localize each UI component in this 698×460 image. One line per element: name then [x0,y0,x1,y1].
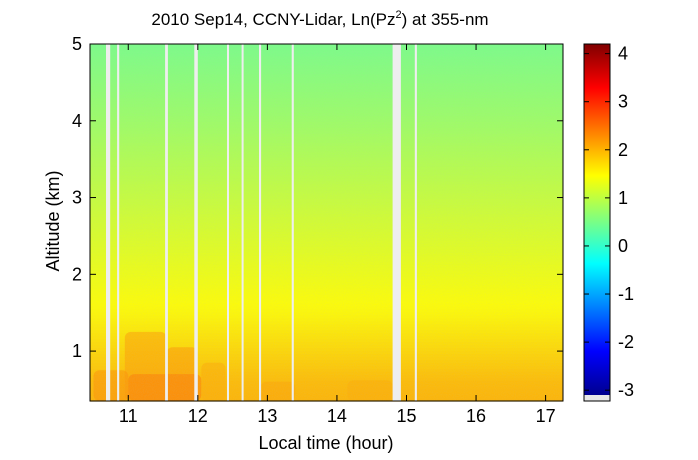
colorbar-tick-label: -2 [618,332,634,352]
chart-title-superscript: 2 [396,9,402,21]
x-axis-ticks: 11 12 13 14 15 16 17 [119,44,556,426]
x-tick-label: 17 [536,406,556,426]
data-gap [291,44,294,401]
data-gap [259,44,262,401]
colorbar-tick-label: 2 [618,140,628,160]
data-gap [414,44,417,401]
colorbar-tick-label: -1 [618,284,634,304]
data-gap [165,44,168,401]
heatmap-noise-texture [90,44,563,401]
data-gap [117,44,120,401]
x-axis-label: Local time (hour) [258,433,393,453]
y-tick-label: 5 [72,34,82,54]
data-gap [227,44,229,401]
x-tick-label: 16 [466,406,486,426]
data-gap [194,44,198,401]
y-axis-label: Altitude (km) [43,170,63,271]
x-tick-label: 12 [188,406,208,426]
colorbar-tick-label: 1 [618,188,628,208]
x-tick-label: 13 [257,406,277,426]
data-gap [106,44,111,401]
data-gaps [106,44,417,401]
colorbar: -3 -2 -1 0 1 2 3 4 [583,43,634,402]
x-tick-label: 14 [327,406,347,426]
y-tick-label: 1 [72,341,82,361]
y-axis-ticks: 1 2 3 4 5 [72,34,563,361]
chart-title: 2010 Sep14, CCNY-Lidar, Ln(Pz2) at 355-n… [151,9,488,29]
chart-title-main: 2010 Sep14, CCNY-Lidar, Ln(Pz [151,10,395,29]
data-gap [392,44,401,401]
y-tick-label: 3 [72,188,82,208]
data-gap [241,44,244,401]
chart-title-suffix: ) at 355-nm [402,10,489,29]
colorbar-frame [583,43,611,402]
y-tick-label: 2 [72,264,82,284]
colorbar-gradient [584,44,610,395]
colorbar-nodata-swatch [584,395,610,401]
colorbar-tick-label: -3 [618,380,634,400]
heatmap-plot-area [89,43,564,402]
colorbar-ticks: -3 -2 -1 0 1 2 3 4 [584,44,634,400]
plot-frame [89,43,564,402]
colorbar-tick-label: 0 [618,236,628,256]
x-tick-label: 15 [396,406,416,426]
x-tick-label: 11 [119,406,138,426]
colorbar-tick-label: 3 [618,92,628,112]
y-tick-label: 4 [72,111,82,131]
colorbar-tick-label: 4 [618,44,628,64]
